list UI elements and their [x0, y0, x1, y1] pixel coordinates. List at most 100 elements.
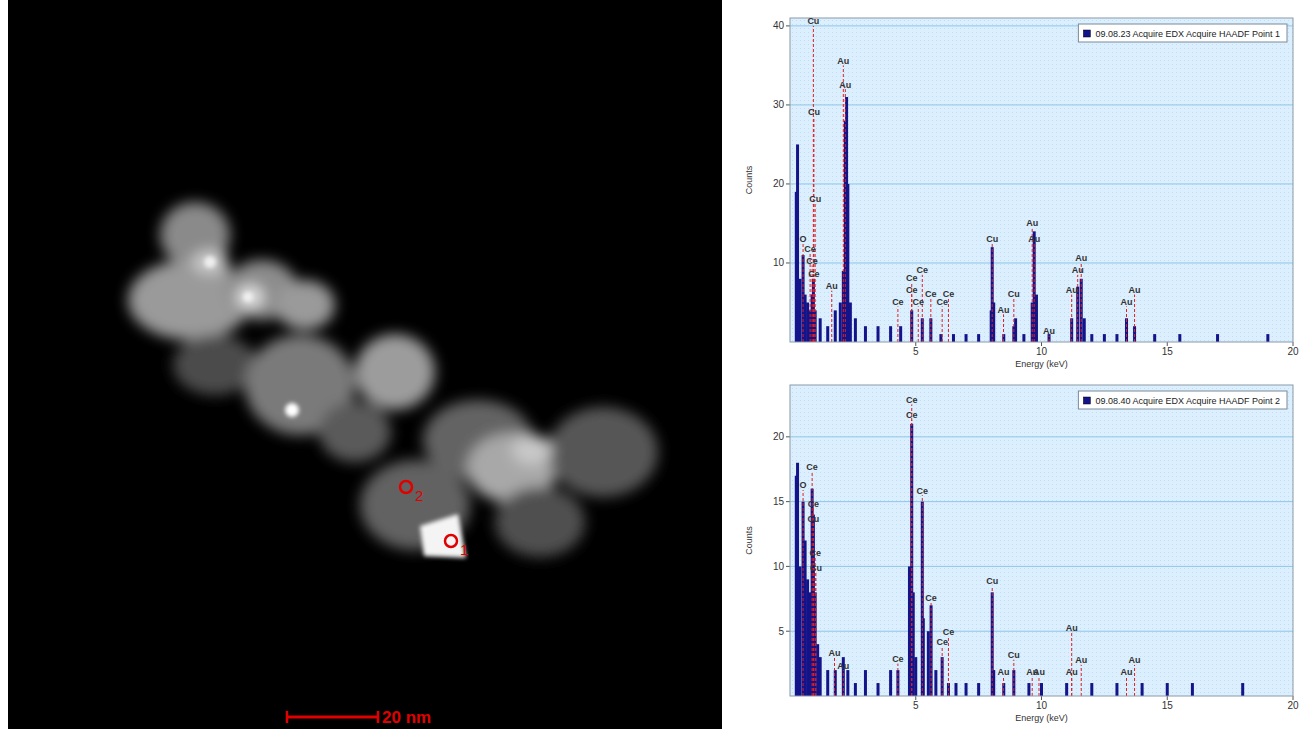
x-tick-label: 20	[1287, 346, 1299, 357]
peak-label: Au	[1121, 297, 1133, 307]
peak-label: Au	[1072, 265, 1084, 275]
peak-label: Ce	[906, 285, 918, 295]
y-tick	[786, 631, 790, 632]
spectrum-chart: 102030405101520OCeCeCeCuCuCuAuAuAuCeCeCe…	[744, 16, 1299, 369]
peak-marker	[1003, 314, 1004, 342]
scale-bar-cap	[286, 711, 289, 723]
spectrum-bar	[1040, 683, 1043, 696]
peak-label: Ce	[892, 654, 904, 664]
peak-label: Ce	[917, 265, 929, 275]
legend-box	[1078, 391, 1287, 409]
peak-marker	[815, 557, 816, 696]
peak-marker	[922, 275, 923, 342]
y-axis-title: Counts	[744, 165, 754, 194]
y-tick	[786, 436, 790, 437]
peak-label: Ce	[809, 548, 821, 558]
spectrum-bar	[864, 326, 867, 342]
particle	[512, 435, 552, 465]
plot-background	[790, 18, 1293, 342]
particle	[355, 334, 435, 410]
peak-marker	[843, 65, 844, 342]
spectrum-bar	[1022, 334, 1025, 342]
peak-label: Au	[998, 667, 1010, 677]
peak-label: Ce	[925, 289, 937, 299]
peak-marker	[948, 299, 949, 342]
spectrum-bar	[1083, 318, 1086, 342]
peak-marker	[922, 495, 923, 696]
peak-label: Cu	[809, 194, 821, 204]
peak-label: Au	[1075, 655, 1087, 665]
spectrum-bar	[1266, 334, 1269, 342]
legend-swatch	[1083, 397, 1090, 404]
peak-marker	[911, 404, 912, 696]
peak-marker	[834, 657, 835, 696]
bright-particles	[204, 256, 466, 558]
point-marker	[445, 535, 457, 547]
peak-label: Cu	[1008, 289, 1020, 299]
spectrum-bar	[799, 566, 802, 696]
spectrum-bar	[1103, 334, 1106, 342]
particle	[319, 402, 391, 462]
peak-marker	[1126, 677, 1127, 696]
spectrum-bar	[854, 683, 857, 696]
spectrum-bar	[1153, 334, 1156, 342]
y-tick-label: 20	[773, 178, 785, 189]
point-label: 2	[415, 487, 423, 504]
y-tick-label: 20	[773, 431, 785, 442]
spectrum-bar	[877, 683, 880, 696]
peak-marker	[897, 306, 898, 342]
peak-label: Ce	[892, 297, 904, 307]
y-tick	[786, 183, 790, 184]
peak-marker	[1013, 299, 1014, 342]
spectrum-bar	[965, 683, 968, 696]
spectrum-bar	[889, 670, 892, 696]
spectrum-bar	[799, 279, 802, 342]
legend: 09.08.23 Acquire EDX Acquire HAADF Point…	[1078, 24, 1287, 42]
spectrum-bar	[846, 670, 849, 696]
spectrum-bar	[849, 302, 852, 342]
peak-marker	[1134, 665, 1135, 696]
peak-label: Au	[1129, 285, 1141, 295]
y-tick-label: 10	[773, 257, 785, 268]
grid-line	[790, 501, 1293, 502]
peak-marker	[930, 299, 931, 342]
particle	[275, 280, 335, 330]
peak-marker	[1032, 677, 1033, 696]
peak-marker	[1071, 295, 1072, 342]
spectrum-bar	[1014, 318, 1017, 342]
peak-marker	[831, 291, 832, 342]
scale-bar-cap	[377, 711, 380, 723]
grid-line	[790, 104, 1293, 105]
spectrum-chart: 51015205101520CeOCeCuCeCuAuAuCeCeCeCeCeC…	[744, 385, 1299, 723]
peak-marker	[1049, 336, 1050, 342]
spectrum-bar	[1191, 683, 1194, 696]
spectrum-bar	[1241, 683, 1244, 696]
peak-label: Au	[1026, 218, 1038, 228]
y-tick	[786, 104, 790, 105]
peak-label: Au	[837, 56, 849, 66]
peak-label: Au	[1028, 234, 1040, 244]
y-tick	[786, 262, 790, 263]
x-tick-label: 5	[913, 346, 919, 357]
peak-label: Au	[1075, 253, 1087, 263]
peak-label: Ce	[808, 269, 820, 279]
peak-marker	[942, 306, 943, 342]
spectrum-bar	[1035, 295, 1038, 342]
spectrum-bar	[1065, 683, 1068, 696]
peak-label: O	[800, 480, 807, 490]
y-tick-label: 15	[773, 496, 785, 507]
spectrum-bar	[839, 302, 842, 342]
y-tick-label: 5	[778, 626, 784, 637]
spectrum-bar	[954, 683, 957, 696]
peak-label: Au	[998, 305, 1010, 315]
scale-bar-label: 20 nm	[382, 708, 431, 727]
peak-label: Ce	[906, 395, 918, 405]
peak-marker	[1126, 306, 1127, 342]
legend-swatch	[1083, 30, 1090, 37]
spectrum-bar	[977, 683, 980, 696]
spectrum-bar	[1141, 683, 1144, 696]
peak-label: Cu	[807, 514, 819, 524]
peak-label: Au	[1043, 326, 1055, 336]
peak-marker	[942, 647, 943, 696]
particle	[173, 335, 257, 395]
